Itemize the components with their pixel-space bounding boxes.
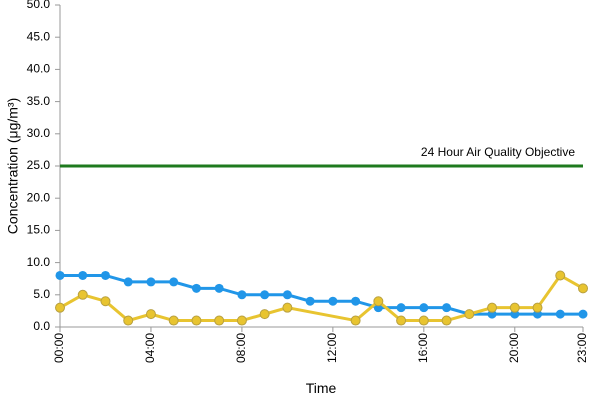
data-point [100,270,110,280]
x-tick-label: 16:00 [416,333,430,363]
data-point [578,309,588,319]
data-point [464,309,475,320]
y-tick-label: 15.0 [27,223,51,237]
series-line [59,273,584,323]
data-point [578,283,588,294]
objective-label: 24 Hour Air Quality Objective [421,145,575,159]
data-point [555,309,565,319]
y-tick-label: 30.0 [27,126,51,140]
data-point [77,289,88,300]
data-point [396,315,407,326]
data-point [236,315,247,326]
data-point [78,270,88,280]
y-tick-label: 35.0 [27,94,51,108]
x-axis-label: Time [306,380,337,396]
y-tick-label: 40.0 [27,62,51,76]
data-point [328,296,338,306]
data-point [145,309,156,320]
data-point [282,302,293,313]
data-point [259,309,270,320]
data-point [191,315,202,326]
data-point [350,315,361,326]
data-point [237,290,247,300]
x-tick-label: 04:00 [143,333,157,363]
data-point [214,283,224,293]
data-point [418,315,429,326]
data-point [260,290,270,300]
data-point [373,296,384,307]
y-tick-label: 25.0 [27,158,51,172]
data-point [532,302,543,313]
data-point [555,270,566,281]
y-axis-label: Concentration (μg/m³) [5,98,21,234]
y-tick-label: 45.0 [27,29,51,43]
y-tick-label: 10.0 [27,255,51,269]
data-point [509,302,520,313]
y-tick-label: 5.0 [33,287,50,301]
y-tick-label: 20.0 [27,190,51,204]
data-point [123,315,134,326]
x-tick-label: 23:00 [575,333,589,363]
data-point [169,277,179,287]
x-tick-label: 08:00 [234,333,248,363]
data-point [419,303,429,313]
data-point [282,290,292,300]
x-tick-label: 12:00 [325,333,339,363]
data-point [396,303,406,313]
data-point [55,302,65,313]
data-point [100,296,111,307]
data-point [191,283,201,293]
data-point [351,296,361,306]
data-point [442,303,452,313]
data-point [55,270,65,280]
data-point [146,277,156,287]
data-point [305,296,315,306]
data-point [214,315,225,326]
data-point [123,277,133,287]
data-point [487,302,498,313]
data-point [441,315,452,326]
data-point [168,315,179,326]
x-tick-label: 20:00 [507,333,521,363]
y-tick-label: 50.0 [27,0,51,11]
y-tick-label: 0.0 [33,319,50,333]
x-tick-label: 00:00 [52,333,66,363]
